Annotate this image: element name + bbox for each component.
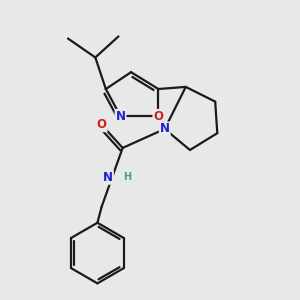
- Text: N: N: [160, 122, 170, 136]
- Text: O: O: [97, 118, 106, 131]
- Text: N: N: [116, 110, 126, 123]
- Text: N: N: [103, 171, 113, 184]
- Text: O: O: [153, 110, 164, 123]
- Text: H: H: [123, 172, 131, 182]
